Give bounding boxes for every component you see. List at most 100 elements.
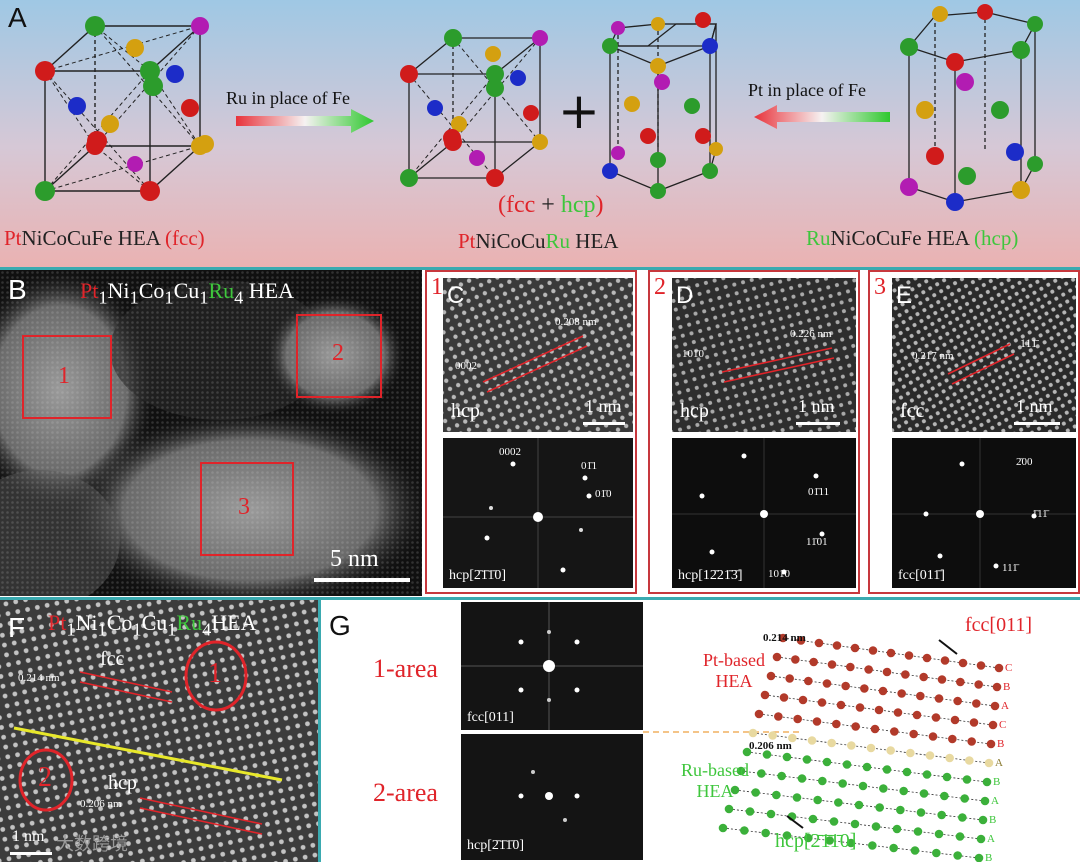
atom: [899, 786, 908, 796]
panel-d-lattice: [672, 278, 856, 432]
divider: [318, 600, 321, 862]
atom: [919, 672, 928, 682]
atom: [934, 829, 944, 839]
atom: [822, 757, 832, 767]
atom: [782, 831, 792, 840]
atom: [986, 739, 996, 749]
panel-label-c: C: [447, 282, 465, 309]
atom: [774, 712, 783, 721]
stack-layer-label: B: [985, 852, 993, 864]
atom: [945, 753, 954, 763]
atom: [931, 713, 941, 722]
atom: [832, 641, 842, 650]
atom: [850, 819, 860, 829]
atom: [967, 737, 976, 746]
atom: [802, 755, 812, 764]
stack-layer-label: B: [989, 814, 997, 826]
panel-e-hrtem: E 0.217 nm 111̄ fcc 1 nm: [892, 278, 1076, 432]
atom: [875, 803, 884, 812]
stack-layer-label: A: [991, 795, 999, 807]
e-plane-label: 111̄: [1020, 336, 1038, 350]
panel-c-fft: 0002 01̄1 01̄0 hcp[2̄1̄1̄0]: [443, 438, 633, 588]
g-d-spacing-2: 0.206 nm: [749, 740, 792, 752]
atom: [882, 765, 892, 774]
atom: [838, 779, 847, 788]
f-scale-label: 1 nm: [12, 828, 45, 845]
panel-label-g: G: [329, 610, 351, 641]
atom: [994, 663, 1004, 673]
scale-bar-label: 5 nm: [330, 546, 379, 572]
atom: [807, 736, 817, 745]
composition-title: Pt1Ni1Co1Cu1Ru4 HEA: [80, 278, 294, 308]
atom: [958, 813, 967, 822]
atom: [791, 655, 800, 664]
region-2-box: 2: [296, 314, 382, 398]
panel-e: 3 E 0.217 nm 111̄ fcc 1 nm 2̄00 1̄11̄ 11…: [868, 270, 1080, 594]
atom: [974, 680, 983, 689]
e-scale-label: 1 nm: [1016, 396, 1053, 416]
atom: [841, 681, 850, 691]
atom: [851, 722, 860, 731]
panel-a: A PtNiCoCuFe HEA (fcc) Ru in place of Fe: [0, 0, 1080, 267]
stack-layer-label: A: [995, 757, 1003, 769]
atom: [893, 708, 903, 717]
f-circle-1-label: 1: [208, 658, 222, 689]
atom: [855, 703, 865, 712]
atom: [886, 648, 896, 658]
area-1-label: 1-area: [373, 654, 438, 683]
atom: [822, 679, 832, 688]
atom: [798, 695, 808, 705]
atom: [948, 734, 957, 744]
atom: [874, 705, 884, 715]
atom: [778, 633, 788, 643]
atom: [901, 670, 910, 679]
atom: [766, 671, 776, 681]
atom: [718, 823, 728, 833]
atom: [860, 684, 869, 693]
d-scale-bar: [796, 422, 840, 425]
atom: [745, 807, 755, 816]
panel-d-index: 2: [654, 274, 666, 300]
atom: [846, 662, 855, 672]
atom: [846, 838, 856, 848]
region-1-box: 1: [22, 335, 112, 419]
atom: [818, 776, 827, 786]
panel-label-a: A: [8, 2, 27, 33]
atom: [730, 785, 740, 795]
atom: [992, 682, 1002, 692]
atom: [850, 643, 860, 653]
atom: [889, 843, 898, 853]
panel-b-tem-image: B Pt1Ni1Co1Cu1Ru4 HEA 1 2 3 5 nm: [0, 270, 422, 596]
atom: [940, 656, 950, 665]
atom: [858, 781, 868, 791]
atom: [812, 717, 822, 726]
atom: [804, 676, 813, 686]
atom: [788, 733, 797, 743]
atom: [960, 794, 969, 803]
atom: [965, 756, 974, 765]
d-phase-label: hcp: [680, 400, 709, 422]
atom: [988, 720, 998, 730]
panel-label-e: E: [896, 282, 913, 309]
c-zone-axis: hcp[2̄1̄1̄0]: [449, 568, 507, 583]
atom: [890, 727, 899, 736]
atom: [990, 701, 1000, 711]
atom: [809, 657, 818, 667]
atom: [724, 804, 734, 814]
panel-label-f: F: [8, 612, 26, 643]
atom: [779, 693, 789, 702]
d-fft-label-2: 11̄01: [806, 536, 828, 548]
atom: [913, 827, 923, 836]
atom: [950, 715, 960, 725]
atom: [862, 762, 872, 772]
f-scale-bar: [10, 852, 52, 855]
atom: [958, 658, 968, 668]
e-phase-label: fcc: [900, 400, 925, 422]
fft-area-1-zone: fcc[011]: [467, 710, 514, 725]
ptnicocuru-hea-label: PtNiCoCuRu HEA: [458, 229, 619, 253]
atom: [785, 674, 794, 683]
atom: [906, 748, 915, 758]
atom: [942, 772, 952, 782]
panel-e-lattice: [892, 278, 1076, 432]
divider: [0, 597, 1080, 600]
